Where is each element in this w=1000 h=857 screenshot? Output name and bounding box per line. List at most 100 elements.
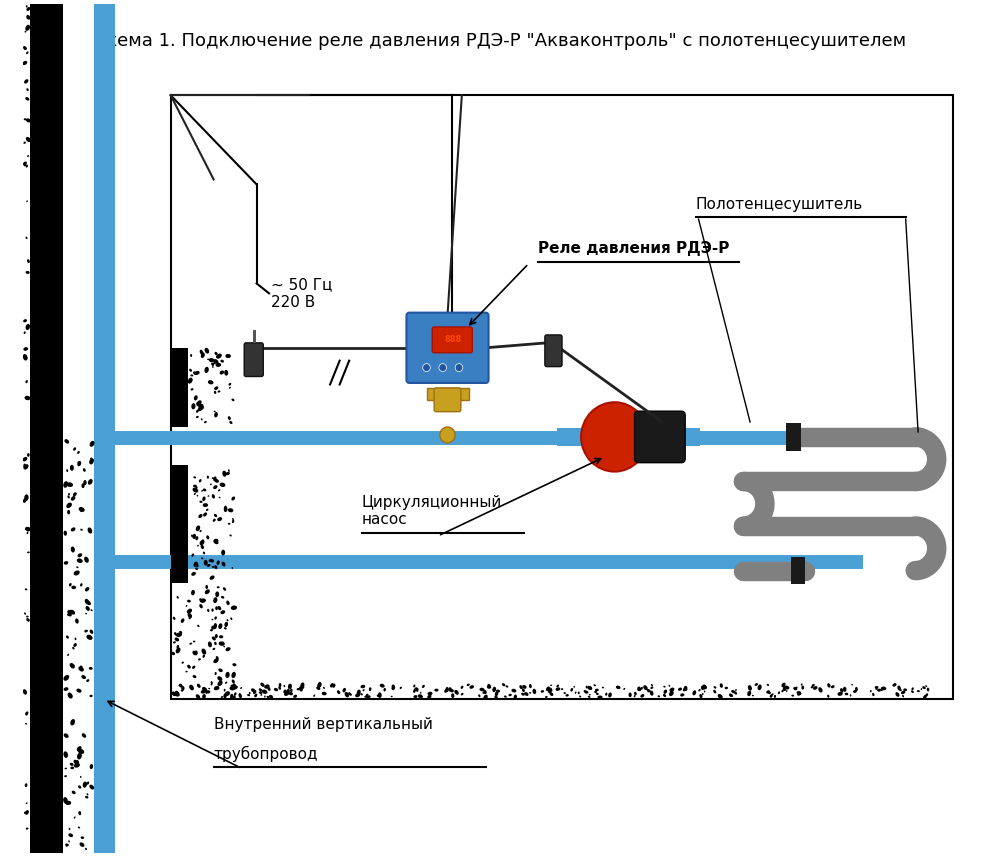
Ellipse shape <box>71 664 75 668</box>
Ellipse shape <box>25 527 31 531</box>
Ellipse shape <box>198 658 201 661</box>
Ellipse shape <box>594 684 596 686</box>
Ellipse shape <box>232 519 234 523</box>
Ellipse shape <box>221 696 223 698</box>
Ellipse shape <box>23 162 26 166</box>
Ellipse shape <box>200 539 204 545</box>
Ellipse shape <box>214 479 219 482</box>
Ellipse shape <box>795 686 798 688</box>
Ellipse shape <box>267 686 271 691</box>
Ellipse shape <box>74 571 80 576</box>
Ellipse shape <box>211 363 214 366</box>
Ellipse shape <box>194 650 198 656</box>
Ellipse shape <box>23 141 26 144</box>
Ellipse shape <box>228 470 230 472</box>
Ellipse shape <box>427 694 431 699</box>
Ellipse shape <box>226 601 230 605</box>
Ellipse shape <box>213 518 216 522</box>
Ellipse shape <box>216 656 219 660</box>
Ellipse shape <box>811 686 813 688</box>
Ellipse shape <box>637 686 640 689</box>
Ellipse shape <box>212 566 215 568</box>
Ellipse shape <box>220 610 225 614</box>
Ellipse shape <box>185 671 188 673</box>
Ellipse shape <box>747 691 751 696</box>
Ellipse shape <box>772 693 774 695</box>
Ellipse shape <box>67 613 72 616</box>
Ellipse shape <box>369 687 371 691</box>
Ellipse shape <box>71 547 75 553</box>
Ellipse shape <box>212 637 216 640</box>
Ellipse shape <box>25 396 31 400</box>
Ellipse shape <box>428 692 432 695</box>
Ellipse shape <box>65 800 71 805</box>
Ellipse shape <box>812 684 815 686</box>
Ellipse shape <box>78 666 84 672</box>
Ellipse shape <box>192 534 196 539</box>
Ellipse shape <box>203 503 208 507</box>
Ellipse shape <box>26 16 30 20</box>
Ellipse shape <box>218 668 223 672</box>
Ellipse shape <box>208 688 210 689</box>
Ellipse shape <box>224 627 227 630</box>
Ellipse shape <box>213 658 219 663</box>
Ellipse shape <box>195 567 198 570</box>
Ellipse shape <box>813 686 817 690</box>
Ellipse shape <box>483 694 488 700</box>
Ellipse shape <box>702 693 704 695</box>
Ellipse shape <box>647 689 651 692</box>
Ellipse shape <box>365 693 369 698</box>
Ellipse shape <box>205 348 209 354</box>
Ellipse shape <box>218 489 220 491</box>
Ellipse shape <box>316 686 320 690</box>
Ellipse shape <box>176 645 179 649</box>
Ellipse shape <box>220 482 225 487</box>
Ellipse shape <box>69 828 70 830</box>
Ellipse shape <box>69 583 72 586</box>
Ellipse shape <box>73 643 77 647</box>
Ellipse shape <box>78 811 81 815</box>
Ellipse shape <box>86 606 90 611</box>
Text: трубопровод: трубопровод <box>214 746 318 762</box>
Ellipse shape <box>212 626 217 629</box>
Ellipse shape <box>191 554 194 557</box>
Ellipse shape <box>232 518 234 520</box>
Ellipse shape <box>200 541 203 545</box>
Ellipse shape <box>187 665 191 668</box>
Ellipse shape <box>73 447 76 451</box>
Ellipse shape <box>76 566 78 568</box>
Ellipse shape <box>595 689 599 692</box>
Ellipse shape <box>77 746 82 752</box>
Ellipse shape <box>506 686 508 687</box>
Ellipse shape <box>221 596 224 599</box>
Ellipse shape <box>881 686 886 690</box>
Ellipse shape <box>199 500 203 503</box>
Ellipse shape <box>25 783 27 787</box>
Circle shape <box>423 363 430 372</box>
Ellipse shape <box>24 613 26 614</box>
Ellipse shape <box>391 687 394 690</box>
Ellipse shape <box>212 648 215 650</box>
Text: 888: 888 <box>445 335 462 345</box>
Ellipse shape <box>82 734 86 738</box>
Ellipse shape <box>793 687 797 690</box>
Ellipse shape <box>511 689 516 692</box>
Bar <box>427 388 469 399</box>
Ellipse shape <box>253 690 256 694</box>
Ellipse shape <box>678 687 682 691</box>
Ellipse shape <box>911 687 914 691</box>
Ellipse shape <box>65 768 67 770</box>
Ellipse shape <box>86 680 89 682</box>
Ellipse shape <box>207 358 209 360</box>
Ellipse shape <box>67 495 70 499</box>
Ellipse shape <box>903 688 907 692</box>
Ellipse shape <box>563 692 566 694</box>
Ellipse shape <box>220 370 224 375</box>
Ellipse shape <box>196 564 199 567</box>
Ellipse shape <box>217 686 219 689</box>
Ellipse shape <box>172 692 176 696</box>
Ellipse shape <box>83 480 87 485</box>
Ellipse shape <box>699 694 702 698</box>
Ellipse shape <box>199 530 202 532</box>
Ellipse shape <box>259 692 263 694</box>
